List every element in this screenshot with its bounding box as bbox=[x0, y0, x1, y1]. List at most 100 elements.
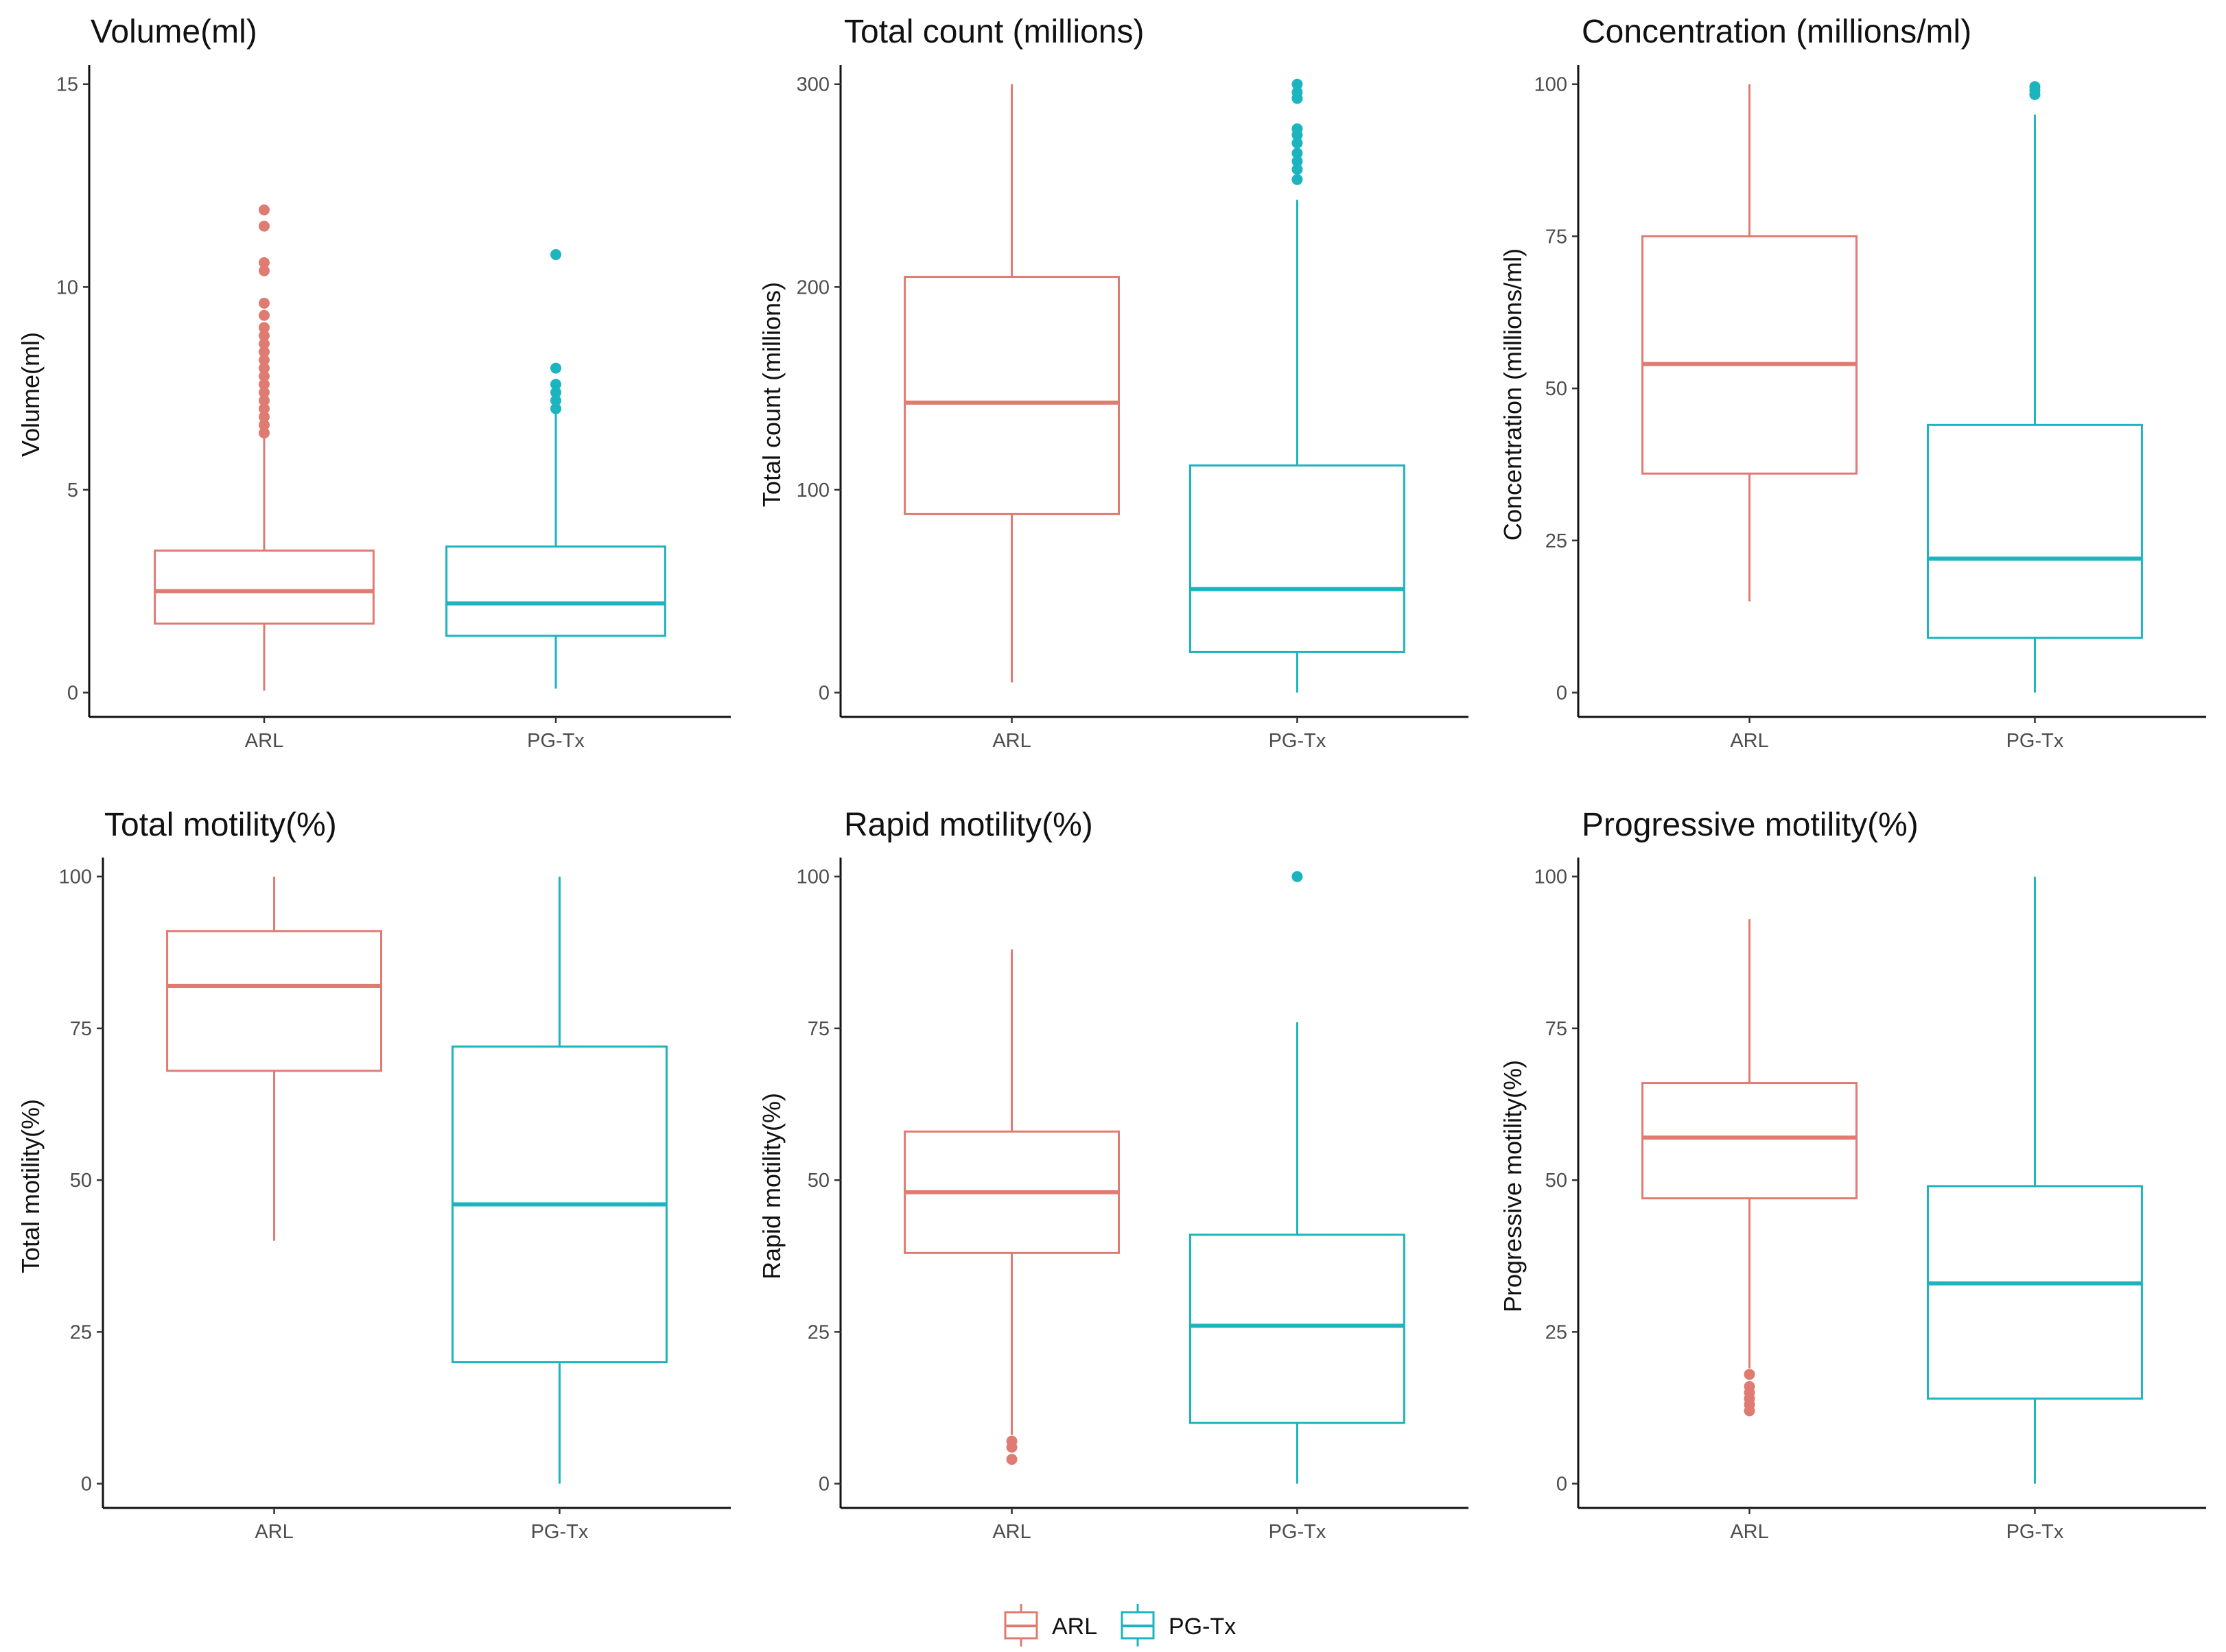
box-iqr bbox=[904, 276, 1121, 515]
outlier-point bbox=[550, 249, 561, 261]
y-tick-label: 300 bbox=[797, 74, 830, 96]
y-axis-title: Volume(ml) bbox=[16, 332, 45, 457]
y-tick-label: 200 bbox=[797, 276, 830, 298]
box-iqr bbox=[154, 550, 375, 625]
y-axis-title: Concentration (millions/ml) bbox=[1499, 248, 1527, 541]
x-tick-label: ARL bbox=[255, 1521, 293, 1543]
panel-6: Progressive motility(%) Progressive motil… bbox=[1499, 807, 2206, 1543]
y-axis-title: Total count (millions) bbox=[758, 282, 786, 507]
panel-title: Total count (millions) bbox=[844, 14, 1144, 50]
outlier-point bbox=[1291, 156, 1303, 167]
y-axis-title: Progressive motility(%) bbox=[1499, 1060, 1527, 1312]
box-iqr bbox=[445, 545, 666, 637]
outlier-point bbox=[259, 387, 270, 399]
outlier-point bbox=[550, 379, 561, 390]
outlier-point bbox=[259, 257, 270, 268]
panel-title: Concentration (millions/ml) bbox=[1582, 14, 1971, 50]
y-tick-label: 100 bbox=[1534, 866, 1567, 888]
box-pg-tx bbox=[445, 249, 666, 689]
outlier-point bbox=[1291, 871, 1303, 882]
outlier-point bbox=[259, 379, 270, 390]
outlier-point bbox=[550, 403, 561, 414]
box-arl bbox=[1641, 84, 1858, 602]
outlier-point bbox=[550, 394, 561, 406]
panel-2: Total count (millions) Total count (milli… bbox=[758, 14, 1468, 752]
outlier-point bbox=[259, 322, 270, 333]
y-tick-label: 10 bbox=[56, 276, 78, 298]
outlier-point bbox=[259, 419, 270, 431]
y-tick-label: 0 bbox=[1556, 683, 1567, 705]
box-iqr bbox=[1188, 1234, 1405, 1424]
y-tick-label: 0 bbox=[819, 683, 830, 705]
legend-item-pg-tx: PG-Tx bbox=[1121, 1604, 1236, 1647]
y-tick-label: 75 bbox=[1545, 226, 1567, 248]
outlier-point bbox=[550, 387, 561, 399]
y-tick-label: 50 bbox=[1545, 378, 1567, 400]
y-tick-label: 25 bbox=[808, 1321, 830, 1343]
panel-1: Volume(ml) Volume(ml) 0 5 10 15 ARL PG-Tx bbox=[16, 14, 731, 752]
outlier-point bbox=[1006, 1454, 1018, 1465]
x-tick-label: ARL bbox=[1730, 1521, 1768, 1543]
box-arl bbox=[904, 949, 1121, 1465]
outlier-point bbox=[259, 403, 270, 414]
outlier-point bbox=[1291, 123, 1303, 134]
x-tick-label: PG-Tx bbox=[1269, 730, 1326, 752]
x-tick-label: PG-Tx bbox=[531, 1521, 589, 1543]
y-tick-label: 0 bbox=[1556, 1474, 1567, 1496]
outlier-point bbox=[259, 338, 270, 350]
outlier-point bbox=[259, 346, 270, 357]
panel-title: Progressive motility(%) bbox=[1582, 807, 1919, 843]
outlier-point bbox=[1291, 148, 1303, 159]
y-tick-label: 0 bbox=[67, 683, 78, 705]
x-tick-label: PG-Tx bbox=[527, 730, 585, 752]
y-tick-label: 100 bbox=[1534, 74, 1567, 96]
legend-label: PG-Tx bbox=[1169, 1614, 1236, 1640]
outlier-point bbox=[259, 309, 270, 321]
y-tick-label: 50 bbox=[808, 1170, 830, 1192]
outlier-point bbox=[1291, 174, 1303, 185]
y-axis-title: Total motility(%) bbox=[16, 1099, 45, 1273]
outlier-point bbox=[259, 265, 270, 276]
y-tick-label: 0 bbox=[81, 1474, 92, 1496]
outlier-point bbox=[259, 297, 270, 309]
outlier-point bbox=[1744, 1381, 1755, 1393]
box-iqr bbox=[1926, 423, 2143, 639]
outlier-point bbox=[259, 220, 270, 232]
outlier-point bbox=[259, 362, 270, 374]
outlier-point bbox=[1006, 1435, 1018, 1447]
panel-3: Concentration (millions/ml) Concentration… bbox=[1499, 14, 2206, 752]
y-axis-title: Rapid motility(%) bbox=[758, 1093, 786, 1279]
panel-5: Rapid motility(%) Rapid motility(%) 0 25 50 7… bbox=[758, 807, 1468, 1543]
outlier-point bbox=[1291, 137, 1303, 149]
outlier-point bbox=[259, 370, 270, 382]
y-tick-label: 100 bbox=[797, 480, 830, 502]
outlier-point bbox=[1291, 163, 1303, 175]
outlier-point bbox=[550, 362, 561, 374]
outlier-point bbox=[1291, 78, 1303, 90]
legend-label: ARL bbox=[1052, 1614, 1097, 1640]
y-tick-label: 75 bbox=[70, 1018, 92, 1040]
outlier-point bbox=[1291, 86, 1303, 98]
legend: ARL PG-Tx bbox=[1004, 1604, 1236, 1647]
box-iqr bbox=[1641, 1082, 1858, 1200]
box-arl bbox=[1641, 919, 1858, 1417]
y-tick-label: 75 bbox=[1545, 1018, 1567, 1040]
outlier-point bbox=[259, 427, 270, 439]
y-tick-label: 100 bbox=[797, 866, 830, 888]
box-pg-tx bbox=[1926, 876, 2143, 1484]
legend-item-arl: ARL bbox=[1004, 1604, 1097, 1647]
y-tick-label: 25 bbox=[70, 1321, 92, 1343]
y-tick-label: 0 bbox=[819, 1474, 830, 1496]
y-tick-label: 15 bbox=[56, 74, 78, 96]
box-iqr bbox=[1188, 464, 1405, 653]
box-iqr bbox=[1641, 235, 1858, 475]
box-pg-tx bbox=[1188, 78, 1405, 693]
x-tick-label: ARL bbox=[992, 730, 1031, 752]
outlier-point bbox=[259, 411, 270, 423]
panel-title: Total motility(%) bbox=[104, 807, 337, 843]
x-tick-label: PG-Tx bbox=[1269, 1521, 1326, 1543]
y-tick-label: 50 bbox=[1545, 1170, 1567, 1192]
box-pg-tx bbox=[451, 876, 668, 1484]
outlier-point bbox=[259, 204, 270, 216]
